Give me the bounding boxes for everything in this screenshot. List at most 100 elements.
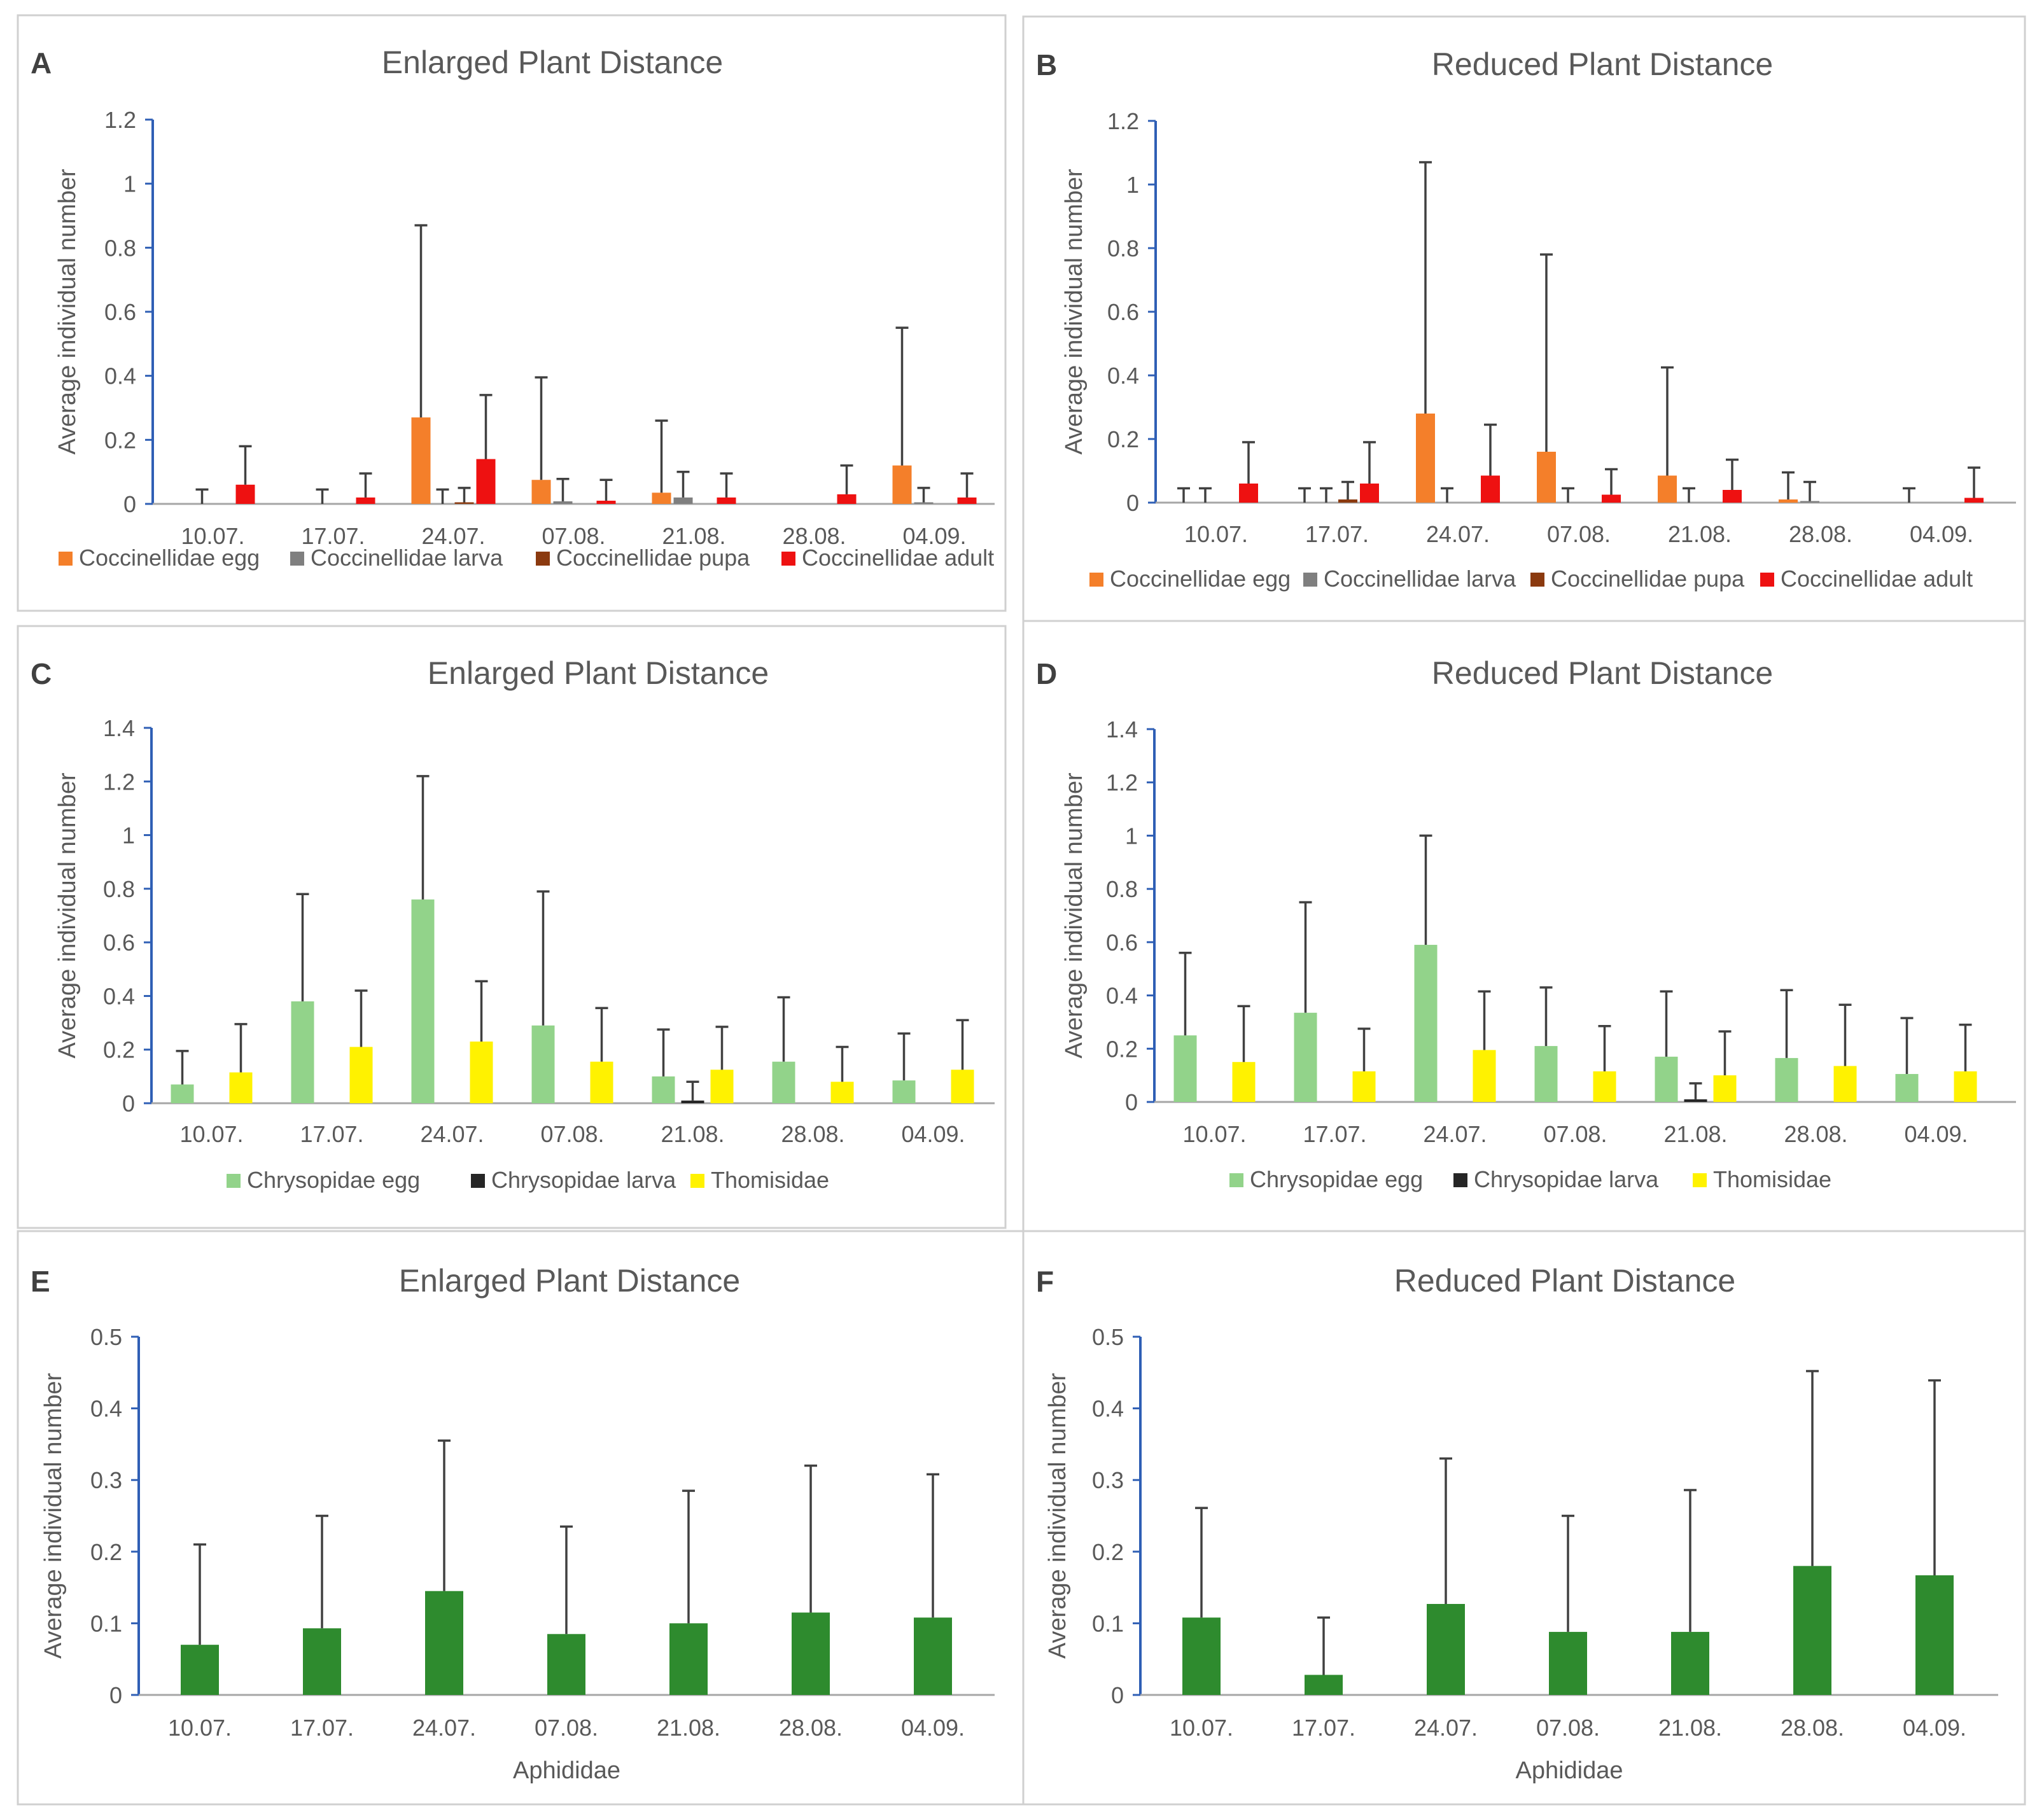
legend-label: Coccinellidae larva	[311, 545, 503, 571]
y-tick-label: 0.4	[90, 1396, 122, 1422]
legend-label: Coccinellidae adult	[1781, 566, 1973, 592]
y-tick-label: 0.4	[1106, 983, 1138, 1009]
y-tick-label: 0.6	[104, 299, 136, 325]
legend-swatch	[1760, 573, 1774, 587]
y-tick-label: 0.2	[1107, 426, 1139, 452]
bar-coccinellidae-egg	[1658, 475, 1677, 503]
bar-coccinellidae-larva	[1800, 501, 1819, 503]
legend-item: Coccinellidae pupa	[536, 545, 750, 571]
y-tick-label: 0.5	[90, 1324, 122, 1350]
x-tick-label: 24.07.	[412, 1715, 476, 1741]
legend-label: Coccinellidae adult	[802, 545, 994, 571]
bar-coccinellidae-adult	[235, 484, 255, 504]
panel-frame	[17, 625, 1007, 1229]
y-tick-label: 1	[122, 823, 135, 849]
chart-title: Enlarged Plant Distance	[399, 1263, 740, 1299]
bar-coccinellidae-egg	[1537, 452, 1556, 503]
legend-swatch	[227, 1174, 241, 1188]
y-tick-label: 0.4	[103, 983, 135, 1009]
bar-thomisidae	[830, 1082, 854, 1103]
bar-thomisidae	[590, 1061, 613, 1103]
legend-label: Chrysopidae larva	[1474, 1166, 1659, 1192]
bar-thomisidae	[1713, 1075, 1737, 1102]
chart-title: Enlarged Plant Distance	[382, 45, 723, 80]
y-tick-label: 0.2	[1106, 1036, 1138, 1062]
bar-coccinellidae-egg	[892, 465, 912, 504]
y-tick-label: 0.2	[90, 1539, 122, 1565]
x-tick-label: 28.08.	[1789, 521, 1852, 547]
legend-item: Coccinellidae pupa	[1530, 566, 1745, 592]
bar-coccinellidae-adult	[1964, 498, 1984, 503]
x-tick-label: 28.08.	[782, 523, 846, 549]
y-tick-label: 0.2	[103, 1037, 135, 1063]
bar-chrysopidae-egg	[652, 1076, 675, 1103]
panel-letter: F	[1036, 1265, 1054, 1298]
x-tick-label: 28.08.	[779, 1715, 843, 1741]
bar-chrysopidae-egg	[411, 899, 435, 1103]
chart-panel-a: A Enlarged Plant Distance Average individu…	[31, 45, 995, 571]
bar-aphididae	[914, 1617, 952, 1695]
bar-chrysopidae-egg	[892, 1080, 916, 1103]
x-tick-label: 17.07.	[1303, 1121, 1366, 1147]
bar-coccinellidae-adult	[596, 500, 616, 504]
bar-thomisidae	[229, 1072, 253, 1103]
bar-coccinellidae-adult	[1360, 484, 1379, 503]
legend-swatch	[1530, 573, 1544, 587]
legend-swatch	[781, 552, 795, 566]
y-tick-label: 0	[122, 1091, 135, 1117]
x-tick-label: 07.08.	[535, 1715, 598, 1741]
legend-swatch	[290, 552, 304, 566]
bar-coccinellidae-adult	[717, 497, 736, 504]
legend-swatch	[1089, 573, 1103, 587]
legend-item: Chrysopidae larva	[1453, 1166, 1659, 1192]
legend-item: Chrysopidae larva	[471, 1167, 676, 1193]
y-tick-label: 0	[1126, 490, 1139, 516]
y-tick-label: 0.2	[104, 427, 136, 453]
bar-chrysopidae-egg	[1534, 1046, 1558, 1102]
y-tick-label: 0.8	[1107, 235, 1139, 261]
bar-coccinellidae-pupa	[1338, 499, 1357, 503]
y-tick-label: 0.1	[1092, 1610, 1124, 1636]
y-tick-label: 0.8	[1106, 876, 1138, 902]
x-tick-label: 07.08.	[1547, 521, 1611, 547]
bar-chrysopidae-egg	[772, 1061, 795, 1103]
bar-aphididae	[1182, 1617, 1221, 1695]
y-tick-label: 0	[1125, 1089, 1138, 1115]
y-axis-label: Average individual number	[1061, 772, 1088, 1059]
x-tick-label: 04.09.	[1910, 521, 1973, 547]
bar-aphididae	[1305, 1675, 1343, 1695]
x-tick-label: 21.08.	[1658, 1715, 1722, 1741]
legend-label: Chrysopidae egg	[247, 1167, 420, 1193]
chart-panel-b: B Reduced Plant Distance Average individua…	[1036, 46, 2016, 592]
x-tick-label: 10.07.	[181, 523, 244, 549]
y-tick-label: 1.4	[1106, 716, 1138, 742]
x-tick-label: 21.08.	[1663, 1121, 1727, 1147]
x-axis-label: Aphididae	[513, 1757, 620, 1784]
bar-thomisidae	[1954, 1071, 1977, 1102]
y-tick-label: 0.6	[103, 930, 135, 956]
bar-chrysopidae-egg	[531, 1025, 555, 1103]
chart-panel-f: F Reduced Plant Distance Average individua…	[1036, 1263, 1998, 1784]
y-tick-label: 0.3	[1092, 1467, 1124, 1493]
legend-label: Chrysopidae larva	[491, 1167, 676, 1193]
y-tick-label: 1.2	[103, 769, 135, 795]
bar-thomisidae	[470, 1042, 493, 1103]
legend-item: Chrysopidae egg	[1229, 1166, 1423, 1192]
bar-thomisidae	[710, 1070, 734, 1103]
y-tick-label: 1.2	[1107, 108, 1139, 134]
bar-aphididae	[547, 1634, 585, 1695]
y-tick-label: 0.8	[104, 235, 136, 261]
bar-chrysopidae-larva	[681, 1100, 704, 1103]
panel-letter: D	[1036, 657, 1057, 690]
y-tick-label: 1	[1125, 823, 1138, 849]
bar-chrysopidae-egg	[1294, 1012, 1317, 1102]
bar-thomisidae	[1473, 1050, 1496, 1102]
x-tick-label: 24.07.	[1414, 1715, 1478, 1741]
x-tick-label: 17.07.	[300, 1121, 363, 1147]
y-tick-label: 0.8	[103, 876, 135, 902]
legend-item: Coccinellidae adult	[1760, 566, 1973, 592]
y-tick-label: 0.4	[1107, 363, 1139, 389]
legend-swatch	[471, 1174, 485, 1188]
y-axis-label: Average individual number	[1044, 1373, 1071, 1659]
